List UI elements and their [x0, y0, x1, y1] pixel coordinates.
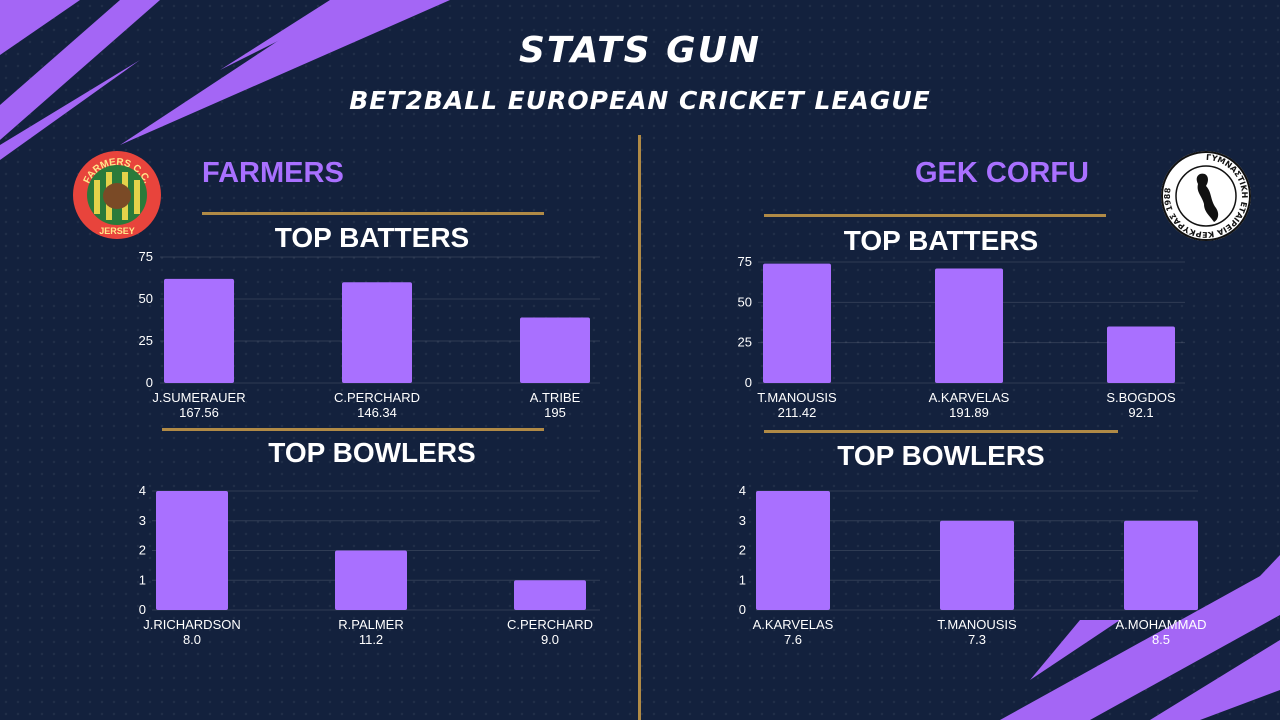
left-batters-title: TOP BATTERS [274, 222, 470, 253]
x-tick-label: C.PERCHARD [334, 390, 420, 405]
bar [935, 268, 1003, 383]
y-tick-label: 75 [139, 249, 153, 264]
x-tick-label: A.KARVELAS [929, 390, 1010, 405]
bar [763, 263, 831, 383]
y-tick-label: 50 [139, 291, 153, 306]
y-tick-label: 0 [139, 602, 146, 617]
y-tick-label: 2 [739, 543, 746, 558]
bar-sublabel: 8.5 [1152, 632, 1170, 647]
y-tick-label: 3 [139, 513, 146, 528]
bar-sublabel: 7.6 [784, 632, 802, 647]
y-tick-label: 50 [738, 294, 752, 309]
bar [156, 491, 228, 610]
x-tick-label: A.MOHAMMAD [1116, 617, 1207, 632]
right-batters-title: TOP BATTERS [843, 225, 1039, 256]
y-tick-label: 1 [139, 572, 146, 587]
y-tick-label: 0 [739, 602, 746, 617]
bar [520, 317, 590, 383]
bar [164, 278, 234, 383]
y-tick-label: 1 [739, 572, 746, 587]
x-tick-label: J.SUMERAUER [152, 390, 245, 405]
x-tick-label: R.PALMER [338, 617, 404, 632]
y-tick-label: 4 [739, 483, 746, 498]
bar-sublabel: 8.0 [183, 632, 201, 647]
x-tick-label: A.KARVELAS [753, 617, 834, 632]
farmers-logo-bottom-text: JERSEY [99, 226, 135, 236]
right-bowlers-title: TOP BOWLERS [837, 440, 1045, 471]
right-mid-rule [764, 430, 1118, 433]
bar-sublabel: 167.56 [179, 405, 219, 420]
bar-sublabel: 195 [544, 405, 566, 420]
bar [335, 550, 407, 610]
bar-sublabel: 9.0 [541, 632, 559, 647]
gek-corfu-logo: ΓΥΜΝΑΣΤΙΚΗ ΕΤΑΙΡΕΙΑ ΚΕΡΚΥΡΑΣ 1988 [1161, 151, 1251, 241]
center-divider [638, 135, 641, 720]
bar [756, 491, 830, 610]
bar [1107, 326, 1175, 383]
left-bowlers-title: TOP BOWLERS [268, 437, 476, 468]
farmers-logo: FARMERS C.C. JERSEY [73, 151, 161, 239]
bar-sublabel: 146.34 [357, 405, 397, 420]
bar [514, 580, 586, 610]
x-tick-label: T.MANOUSIS [757, 390, 837, 405]
x-tick-label: A.TRIBE [530, 390, 581, 405]
bar [940, 520, 1014, 610]
x-tick-label: J.RICHARDSON [143, 617, 241, 632]
bar-sublabel: 191.89 [949, 405, 989, 420]
x-tick-label: C.PERCHARD [507, 617, 593, 632]
page-title: STATS GUN [518, 30, 762, 71]
y-tick-label: 2 [139, 543, 146, 558]
y-tick-label: 0 [146, 375, 153, 390]
bar [1124, 520, 1198, 610]
right-header-rule [764, 214, 1106, 217]
bar-sublabel: 211.42 [778, 405, 817, 420]
x-tick-label: T.MANOUSIS [937, 617, 1017, 632]
bar [342, 282, 412, 383]
y-tick-label: 4 [139, 483, 146, 498]
y-tick-label: 0 [745, 375, 752, 390]
left-header-rule [202, 212, 544, 215]
team-name-right: GEK CORFU [915, 157, 1089, 189]
y-tick-label: 25 [738, 335, 752, 350]
y-tick-label: 3 [739, 513, 746, 528]
team-name-left: FARMERS [202, 157, 344, 189]
x-tick-label: S.BOGDOS [1106, 390, 1176, 405]
bar-sublabel: 7.3 [968, 632, 986, 647]
bar-sublabel: 11.2 [359, 632, 383, 647]
y-tick-label: 25 [139, 333, 153, 348]
bar-sublabel: 92.1 [1128, 405, 1153, 420]
y-tick-label: 75 [738, 254, 752, 269]
left-mid-rule [162, 428, 544, 431]
page-subtitle: BET2BALL EUROPEAN CRICKET LEAGUE [349, 86, 931, 115]
